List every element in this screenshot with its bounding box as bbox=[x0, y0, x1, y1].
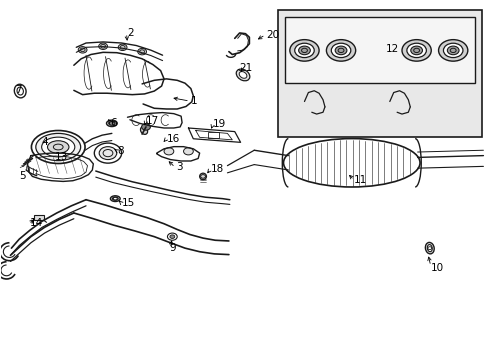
Bar bbox=[207, 132, 218, 138]
Circle shape bbox=[406, 43, 426, 58]
Circle shape bbox=[169, 235, 174, 238]
Text: 21: 21 bbox=[239, 63, 252, 73]
Circle shape bbox=[410, 46, 422, 55]
Ellipse shape bbox=[47, 141, 69, 153]
Ellipse shape bbox=[239, 72, 246, 78]
Text: 16: 16 bbox=[166, 134, 180, 144]
Circle shape bbox=[138, 48, 146, 55]
Text: 10: 10 bbox=[430, 263, 443, 273]
Text: 13: 13 bbox=[55, 152, 68, 162]
Text: 6: 6 bbox=[110, 118, 117, 128]
Circle shape bbox=[326, 40, 355, 61]
Text: 20: 20 bbox=[266, 30, 279, 40]
Text: 4: 4 bbox=[41, 138, 48, 147]
Ellipse shape bbox=[427, 244, 431, 252]
Text: 2: 2 bbox=[127, 28, 134, 38]
Ellipse shape bbox=[425, 242, 433, 254]
Circle shape bbox=[99, 43, 107, 49]
Text: 9: 9 bbox=[168, 243, 175, 253]
Circle shape bbox=[289, 40, 319, 61]
Text: 5: 5 bbox=[19, 171, 26, 181]
Ellipse shape bbox=[108, 122, 115, 125]
Ellipse shape bbox=[283, 139, 419, 187]
Ellipse shape bbox=[140, 127, 147, 134]
Text: 14: 14 bbox=[30, 218, 43, 228]
Circle shape bbox=[298, 46, 310, 55]
Circle shape bbox=[443, 43, 462, 58]
Circle shape bbox=[438, 40, 467, 61]
Circle shape bbox=[163, 148, 173, 155]
Text: 11: 11 bbox=[353, 175, 366, 185]
Text: 18: 18 bbox=[210, 164, 223, 174]
Ellipse shape bbox=[41, 137, 75, 157]
Ellipse shape bbox=[110, 196, 120, 202]
Circle shape bbox=[401, 40, 430, 61]
Bar bbox=[277, 10, 482, 137]
Circle shape bbox=[183, 148, 193, 155]
Ellipse shape bbox=[106, 120, 117, 127]
Text: 7: 7 bbox=[15, 85, 22, 95]
Circle shape bbox=[109, 122, 114, 125]
Text: 8: 8 bbox=[118, 146, 124, 156]
Text: 12: 12 bbox=[385, 44, 398, 54]
Text: 3: 3 bbox=[176, 162, 183, 172]
Circle shape bbox=[167, 233, 177, 240]
Text: 17: 17 bbox=[146, 116, 159, 126]
Ellipse shape bbox=[199, 173, 206, 180]
Circle shape bbox=[330, 43, 350, 58]
Ellipse shape bbox=[31, 131, 85, 163]
Ellipse shape bbox=[112, 197, 118, 200]
Circle shape bbox=[78, 46, 87, 53]
Text: 19: 19 bbox=[212, 120, 225, 129]
Ellipse shape bbox=[236, 69, 249, 81]
Circle shape bbox=[142, 124, 150, 130]
Bar bbox=[34, 215, 43, 220]
Circle shape bbox=[99, 147, 117, 159]
Bar bbox=[285, 17, 474, 84]
Ellipse shape bbox=[36, 134, 81, 161]
Text: 15: 15 bbox=[122, 198, 135, 208]
Circle shape bbox=[334, 46, 346, 55]
Circle shape bbox=[118, 44, 127, 50]
Circle shape bbox=[294, 43, 314, 58]
Text: 1: 1 bbox=[190, 96, 197, 106]
Circle shape bbox=[447, 46, 458, 55]
